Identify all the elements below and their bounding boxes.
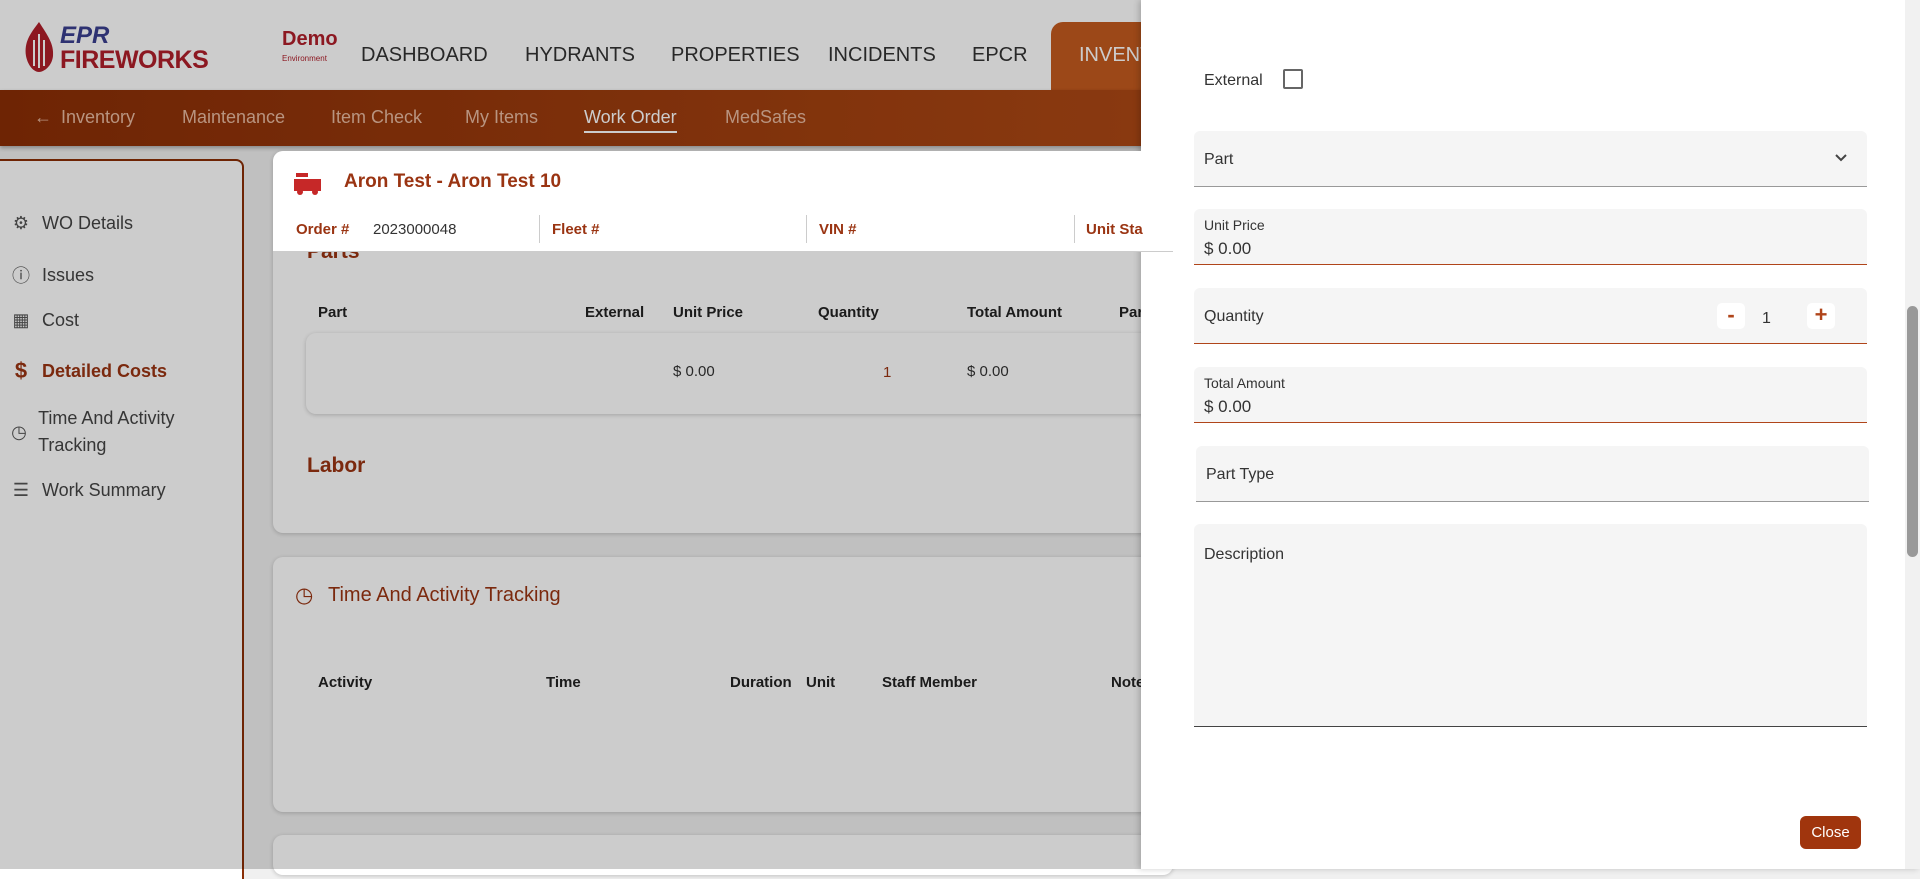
labor-title: Labor [307,454,366,477]
part-type-label: Part Type [1206,466,1275,483]
sidebar-item-label: WO Details [42,213,134,233]
sidebar-item-work-summary[interactable]: ☰ Work Summary [10,480,166,501]
decrement-button[interactable]: - [1717,303,1745,329]
row-quantity: 1 [883,364,892,381]
order-label: Order # [296,221,350,238]
part-edit-drawer: External Part Unit Price $ 0.00 Quantity… [1141,0,1920,869]
work-order-header: Aron Test - Aron Test 10 Order # 2023000… [273,151,1173,252]
quantity-value[interactable]: 1 [1762,310,1771,327]
external-label: External [1204,72,1263,89]
fleet-label: Fleet # [552,221,600,238]
divider [539,215,540,243]
list-icon: ☰ [12,480,30,500]
nav-properties[interactable]: PROPERTIES [671,44,800,66]
back-arrow-icon[interactable]: ← [34,107,52,127]
nav-dashboard[interactable]: DASHBOARD [361,44,488,66]
description-label: Description [1204,546,1285,563]
col-time: Time [546,674,581,691]
increment-button[interactable]: + [1807,303,1835,329]
logo-text: EPR [60,22,110,49]
total-amount-label: Total Amount [1204,375,1285,391]
total-amount-value: $ 0.00 [1204,397,1252,416]
sidebar-item-label: Issues [42,264,95,285]
sidebar-item-label: Detailed Costs [42,360,168,381]
subnav-inventory[interactable]: Inventory [61,107,136,127]
sidebar-item-time-tracking[interactable]: ◷ Time And Activity Tracking [10,405,210,459]
order-value: 2023000048 [373,221,457,238]
sidebar-item-label: Work Summary [42,480,166,500]
subnav-medsafes[interactable]: MedSafes [725,107,807,127]
environment-title: Demo [282,28,338,50]
sidebar-item-wo-details[interactable]: ⚙ WO Details [10,213,133,234]
nav-epcr[interactable]: EPCR [972,44,1028,66]
sidebar [0,159,244,879]
unit-price-value: $ 0.00 [1204,239,1252,258]
total-amount-field[interactable]: Total Amount $ 0.00 [1194,367,1867,423]
col-unit-price: Unit Price [673,304,744,321]
modal-backdrop[interactable] [0,0,1141,869]
subnav-my-items[interactable]: My Items [465,107,539,127]
next-card [273,835,1173,875]
close-button[interactable]: Close [1800,816,1861,849]
sidebar-item-cost[interactable]: ▦ Cost [10,310,79,331]
table-row[interactable]: $ 0.00 1 $ 0.00 [306,333,1166,414]
row-total: $ 0.00 [967,363,1009,380]
unit-status-label: Unit Sta [1086,221,1143,238]
col-activity: Activity [318,674,373,691]
col-part: Part [318,304,348,321]
subnav-item-check[interactable]: Item Check [331,107,423,127]
part-select[interactable]: Part [1194,131,1867,187]
subnav-maintenance[interactable]: Maintenance [182,107,286,127]
unit-price-field[interactable]: Unit Price $ 0.00 [1194,209,1867,265]
description-textarea[interactable]: Description [1194,524,1867,727]
clock-icon: ◷ [11,421,27,442]
col-unit: Unit [806,674,836,691]
work-order-title: Aron Test - Aron Test 10 [344,171,562,192]
col-duration: Duration [730,674,792,691]
sidebar-item-issues[interactable]: ⓘ Issues [10,262,94,288]
scrollbar-thumb[interactable] [1907,306,1918,557]
divider [1074,215,1075,243]
logo-text: FIREWORKS [60,46,209,74]
divider [806,215,807,243]
external-checkbox[interactable] [1283,69,1303,89]
vin-label: VIN # [819,221,857,238]
sidebar-item-label: Time And Activity Tracking [38,408,175,455]
time-tracking-title: Time And Activity Tracking [328,584,561,606]
environment-subtitle: Environment [282,54,327,63]
gear-wrench-icon: ⚙ [12,213,30,233]
nav-hydrants[interactable]: HYDRANTS [525,44,636,66]
clock-icon: ◷ [295,584,314,607]
col-external: External [585,304,645,321]
part-label: Part [1204,151,1234,168]
logo-flame-icon [25,22,54,72]
col-part-type: Par [1119,304,1144,321]
col-quantity: Quantity [818,304,879,321]
quantity-label: Quantity [1204,308,1264,325]
nav-incidents[interactable]: INCIDENTS [828,44,936,66]
unit-price-label: Unit Price [1204,217,1265,233]
part-type-field[interactable]: Part Type [1196,446,1869,502]
subnav-work-order[interactable]: Work Order [584,107,677,133]
quantity-stepper: Quantity - 1 + [1194,288,1867,344]
fire-truck-icon [294,173,321,195]
col-note: Note [1111,674,1145,691]
col-staff-member: Staff Member [882,674,978,691]
calculator-icon: ▦ [12,310,30,330]
info-icon: ⓘ [12,266,30,286]
time-tracking-card: ◷ Time And Activity Tracking Activity Ti… [273,557,1173,812]
row-unit-price: $ 0.00 [673,363,715,380]
sidebar-item-detailed-costs[interactable]: $ Detailed Costs [10,358,167,384]
dollar-icon: $ [14,358,28,383]
chevron-down-icon [1835,154,1847,162]
sidebar-item-label: Cost [42,310,80,330]
col-total-amount: Total Amount [967,304,1062,321]
